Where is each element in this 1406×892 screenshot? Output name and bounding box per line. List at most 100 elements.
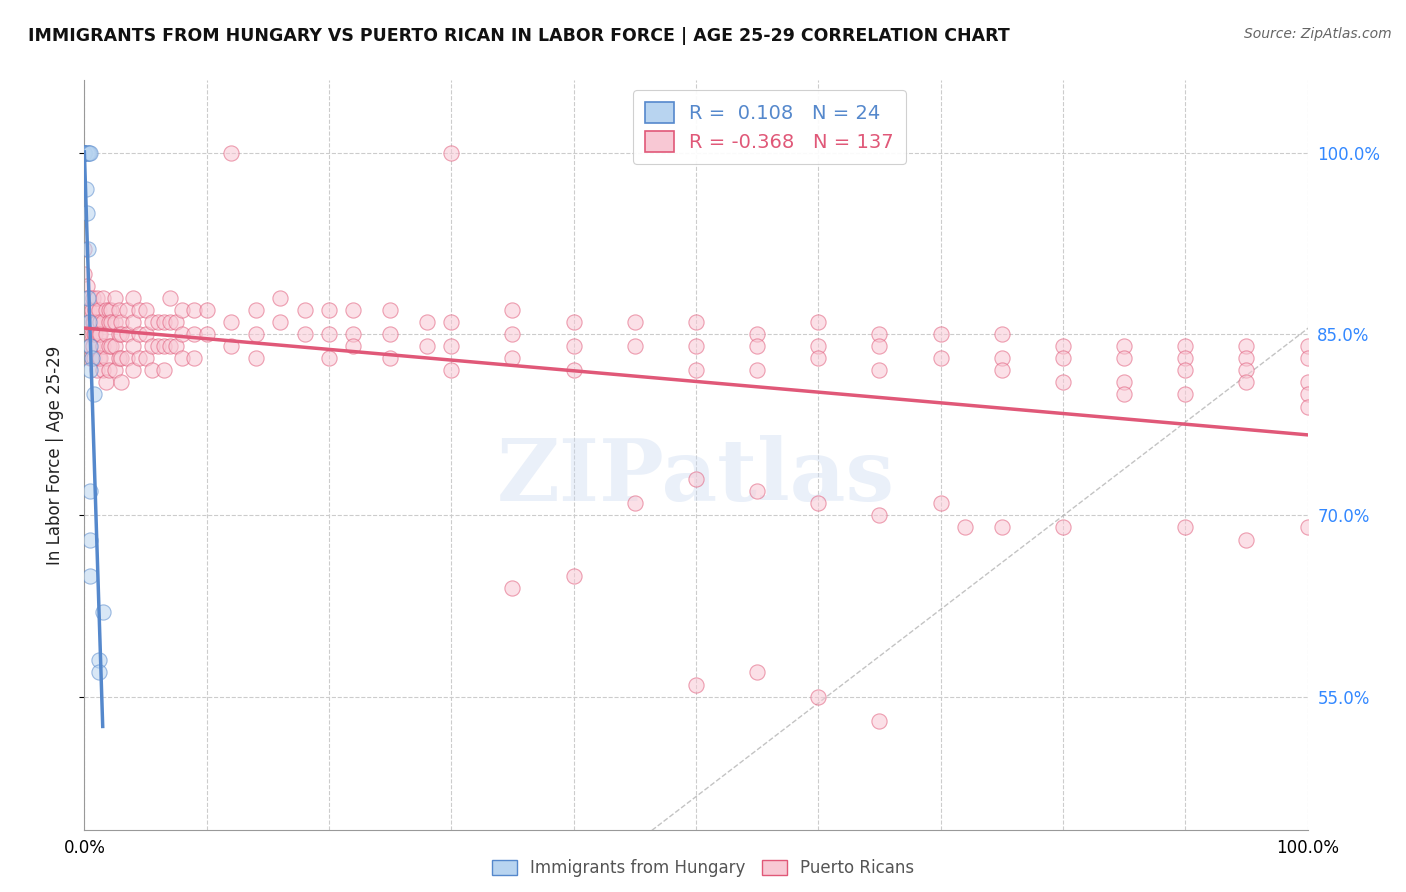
- Point: [1174, 387, 1197, 401]
- Point: [122, 291, 145, 305]
- Point: [107, 302, 129, 317]
- Point: [991, 363, 1014, 377]
- Point: [77, 315, 100, 329]
- Point: [73, 145, 96, 160]
- Point: [73, 243, 96, 257]
- Point: [115, 351, 138, 366]
- Point: [86, 291, 108, 305]
- Point: [747, 484, 769, 499]
- Point: [97, 302, 120, 317]
- Point: [96, 376, 118, 390]
- Point: [342, 302, 364, 317]
- Point: [79, 533, 101, 547]
- Point: [269, 291, 291, 305]
- Point: [115, 327, 138, 342]
- Point: [1114, 339, 1136, 353]
- Point: [80, 327, 103, 342]
- Point: [807, 339, 830, 353]
- Point: [624, 496, 647, 510]
- Point: [100, 315, 122, 329]
- Point: [82, 339, 104, 353]
- Point: [380, 327, 402, 342]
- Point: [77, 339, 100, 353]
- Point: [76, 206, 98, 220]
- Point: [219, 315, 242, 329]
- Point: [128, 302, 150, 317]
- Point: [122, 363, 145, 377]
- Point: [1174, 351, 1197, 366]
- Point: [128, 327, 150, 342]
- Point: [624, 315, 647, 329]
- Point: [77, 327, 100, 342]
- Point: [159, 291, 181, 305]
- Point: [1052, 520, 1074, 534]
- Point: [79, 145, 101, 160]
- Point: [502, 302, 524, 317]
- Point: [1296, 520, 1319, 534]
- Point: [110, 327, 132, 342]
- Point: [1236, 351, 1258, 366]
- Point: [87, 653, 110, 667]
- Point: [84, 302, 107, 317]
- Point: [869, 327, 891, 342]
- Point: [159, 339, 181, 353]
- Point: [1174, 520, 1197, 534]
- Point: [562, 568, 585, 582]
- Point: [110, 315, 132, 329]
- Point: [89, 315, 111, 329]
- Point: [115, 302, 138, 317]
- Point: [128, 351, 150, 366]
- Point: [440, 363, 463, 377]
- Point: [73, 145, 96, 160]
- Point: [1052, 376, 1074, 390]
- Point: [104, 291, 127, 305]
- Point: [1052, 339, 1074, 353]
- Point: [77, 302, 100, 317]
- Point: [953, 520, 976, 534]
- Point: [991, 327, 1014, 342]
- Point: [159, 315, 181, 329]
- Point: [195, 302, 218, 317]
- Point: [929, 496, 952, 510]
- Point: [80, 351, 103, 366]
- Point: [747, 665, 769, 680]
- Point: [135, 302, 157, 317]
- Point: [1236, 533, 1258, 547]
- Point: [84, 327, 107, 342]
- Point: [807, 496, 830, 510]
- Point: [195, 327, 218, 342]
- Point: [562, 363, 585, 377]
- Point: [807, 351, 830, 366]
- Point: [80, 302, 103, 317]
- Point: [77, 315, 100, 329]
- Point: [440, 339, 463, 353]
- Point: [318, 302, 340, 317]
- Point: [245, 302, 267, 317]
- Text: Source: ZipAtlas.com: Source: ZipAtlas.com: [1244, 27, 1392, 41]
- Point: [245, 351, 267, 366]
- Point: [80, 351, 103, 366]
- Point: [562, 339, 585, 353]
- Point: [75, 291, 97, 305]
- Point: [79, 291, 101, 305]
- Point: [380, 351, 402, 366]
- Point: [380, 302, 402, 317]
- Point: [86, 315, 108, 329]
- Point: [562, 315, 585, 329]
- Point: [1114, 351, 1136, 366]
- Point: [869, 714, 891, 728]
- Legend: Immigrants from Hungary, Puerto Ricans: Immigrants from Hungary, Puerto Ricans: [485, 853, 921, 884]
- Point: [79, 363, 101, 377]
- Point: [172, 302, 194, 317]
- Point: [747, 339, 769, 353]
- Point: [146, 339, 169, 353]
- Point: [1296, 387, 1319, 401]
- Point: [91, 291, 114, 305]
- Point: [87, 327, 110, 342]
- Point: [869, 339, 891, 353]
- Point: [135, 351, 157, 366]
- Point: [77, 145, 100, 160]
- Point: [502, 327, 524, 342]
- Point: [89, 327, 111, 342]
- Point: [87, 351, 110, 366]
